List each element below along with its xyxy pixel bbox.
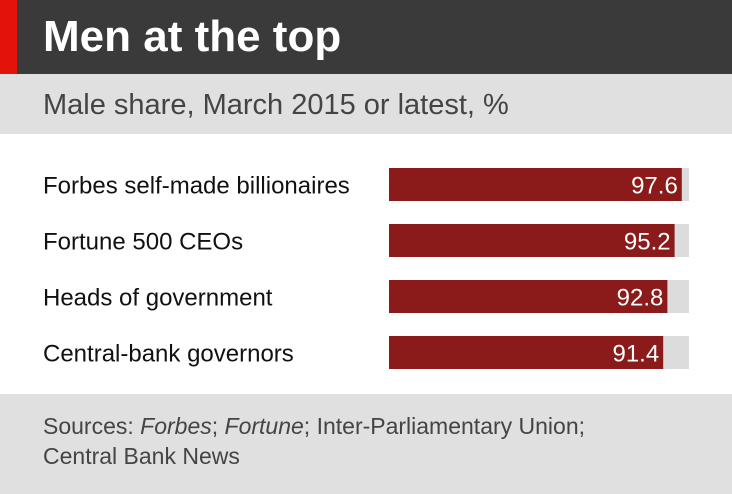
bar bbox=[389, 224, 675, 257]
source-footer: Sources: Forbes; Fortune; Inter-Parliame… bbox=[0, 394, 732, 494]
bar-chart: Forbes self-made billionaires 97.6 Fortune… bbox=[43, 168, 689, 369]
bar-value-label: 97.6 bbox=[631, 173, 678, 200]
category-label: Central-bank governors bbox=[43, 341, 294, 368]
subtitle-bar: Male share, March 2015 or latest, % bbox=[0, 74, 732, 134]
source-note: Sources: Forbes; Fortune; Inter-Parliame… bbox=[43, 411, 585, 471]
chart-subtitle: Male share, March 2015 or latest, % bbox=[43, 89, 509, 121]
source-fortune: Fortune bbox=[224, 413, 304, 439]
source-forbes: Forbes bbox=[140, 413, 212, 439]
chart-title: Men at the top bbox=[43, 12, 342, 61]
bar-value-label: 92.8 bbox=[617, 285, 664, 312]
bar bbox=[389, 336, 664, 369]
category-label: Forbes self-made billionaires bbox=[43, 173, 350, 200]
title-bar: Men at the top bbox=[0, 0, 732, 74]
bar bbox=[389, 168, 682, 201]
source-sep-2: ; Inter-Parliamentary Union; bbox=[303, 413, 586, 439]
source-sep-1: ; bbox=[211, 413, 225, 439]
chart-area: Forbes self-made billionaires 97.6 Fortune… bbox=[0, 134, 732, 394]
bar-value-label: 95.2 bbox=[624, 229, 671, 256]
bar-value-label: 91.4 bbox=[612, 341, 659, 368]
source-line-2: Central Bank News bbox=[43, 443, 240, 469]
category-label: Fortune 500 CEOs bbox=[43, 229, 243, 256]
bar bbox=[389, 280, 668, 313]
accent-tag bbox=[0, 0, 17, 74]
source-prefix: Sources: bbox=[43, 413, 141, 439]
category-label: Heads of government bbox=[43, 285, 273, 312]
